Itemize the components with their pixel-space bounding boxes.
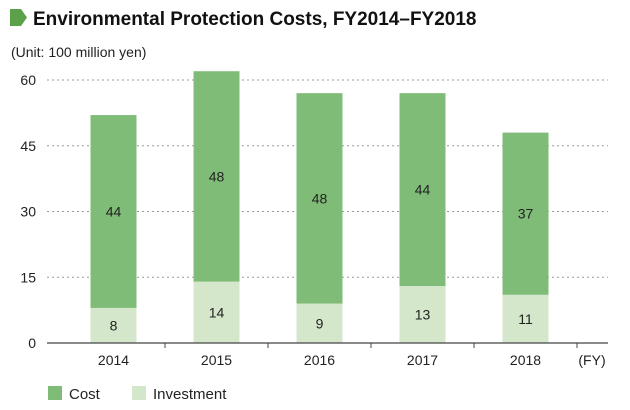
y-tick-label: 15: [20, 269, 36, 285]
bar-cost-2018: [502, 132, 549, 295]
data-label-cost-2018: 37: [518, 206, 534, 222]
data-label-cost-2014: 44: [106, 204, 122, 220]
x-tick-label: 2015: [201, 352, 232, 368]
x-tick-label: 2016: [304, 352, 335, 368]
data-label-investment-2017: 13: [415, 307, 431, 323]
data-label-investment-2015: 14: [209, 304, 225, 320]
bar-investment-2016: [296, 303, 343, 343]
bar-investment-2017: [399, 286, 446, 343]
data-label-investment-2014: 8: [110, 317, 118, 333]
chart-title: Environmental Protection Costs, FY2014–F…: [33, 9, 477, 30]
axes: 0 15 30 45 60 2014 2015 2016 2017 2018 (FY): [20, 72, 608, 368]
x-unit-label: (FY): [578, 352, 605, 368]
y-tick-label: 45: [20, 138, 36, 154]
x-tick-label: 2014: [98, 352, 129, 368]
legend-swatch-cost: [48, 386, 62, 400]
legend: Cost Investment: [48, 386, 227, 403]
data-label-investment-2018: 11: [518, 311, 533, 327]
bar-cost-2016: [296, 93, 343, 304]
data-label-cost-2015: 48: [209, 168, 225, 184]
data-label-cost-2016: 48: [312, 190, 328, 206]
bar-investment-2015: [193, 281, 240, 343]
bar-cost-2017: [399, 93, 446, 287]
legend-swatch-investment: [132, 386, 146, 400]
bar-cost-2014: [90, 115, 137, 308]
legend-label-investment: Investment: [153, 386, 227, 403]
y-tick-label: 0: [28, 335, 36, 351]
data-label-investment-2016: 9: [316, 315, 324, 331]
x-tick-label: 2018: [510, 352, 541, 368]
unit-label: (Unit: 100 million yen): [11, 44, 146, 60]
y-tick-label: 60: [20, 72, 36, 88]
title-marker-icon: [10, 9, 27, 26]
bar-investment-2014: [90, 307, 137, 343]
bars: 8 44 14 48 9 48 13 44 11 37: [90, 71, 549, 343]
y-tick-label: 30: [20, 204, 36, 220]
data-label-cost-2017: 44: [415, 182, 431, 198]
legend-label-cost: Cost: [69, 386, 101, 403]
bar-investment-2018: [502, 294, 549, 343]
x-tick-label: 2017: [407, 352, 438, 368]
bar-cost-2015: [193, 71, 240, 282]
